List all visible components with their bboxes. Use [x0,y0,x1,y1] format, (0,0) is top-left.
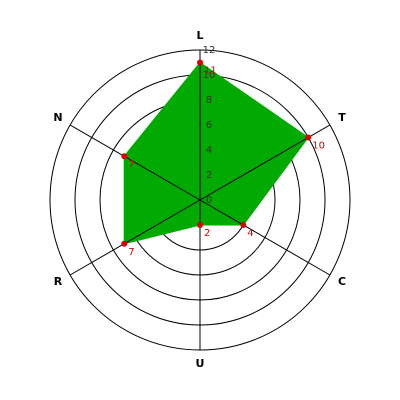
axis-line [69,199,201,276]
axis-line [199,199,331,276]
axis-label: L [196,29,203,42]
data-point [121,153,128,160]
axis-label: T [338,111,346,124]
r-tick-label: 0 [206,195,212,206]
r-tick-label: 6 [206,120,212,131]
value-label: 7 [128,247,134,258]
axis-label: U [196,357,205,370]
value-label: 11 [204,66,217,77]
r-tick-label: 10 [203,70,216,81]
r-tick-label: 2 [206,170,212,181]
data-point [197,222,203,228]
value-label: 4 [247,228,253,239]
r-tick-label: 12 [203,45,216,56]
axis-line [69,124,201,201]
data-point [197,59,203,66]
value-label: 7 [128,159,134,170]
r-tick-label: 4 [206,145,212,156]
axis-label: N [53,111,62,124]
axis-label: R [54,275,63,288]
data-point [121,240,128,247]
data-point [305,134,312,141]
value-label: 2 [204,228,210,239]
r-tick-label: 8 [206,95,212,106]
data-point [240,222,247,228]
axis-label: C [338,275,346,288]
value-label: 10 [312,141,325,152]
